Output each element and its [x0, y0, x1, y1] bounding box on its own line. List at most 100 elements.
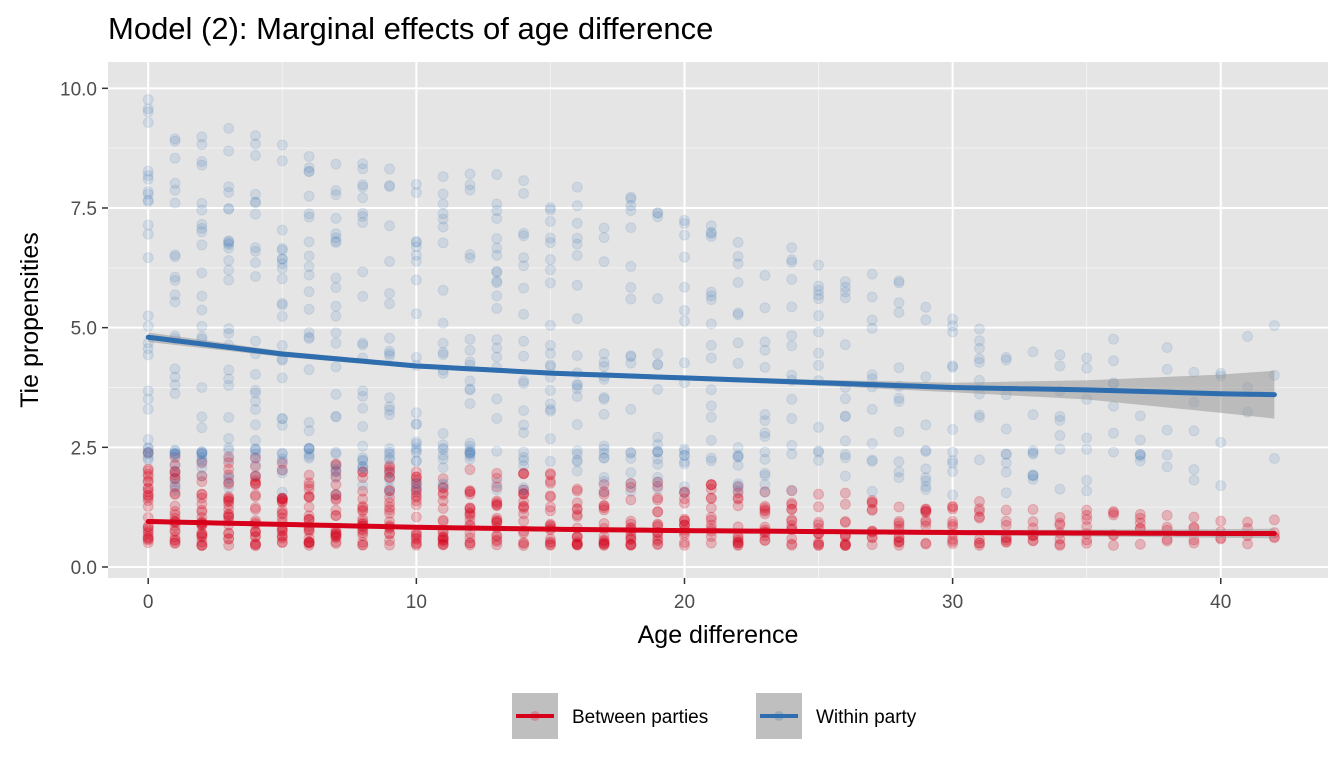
point-within-party [142, 170, 154, 182]
point-within-party [1161, 449, 1173, 461]
point-between-parties [249, 477, 261, 489]
point-within-party [759, 430, 771, 442]
point-within-party [678, 229, 690, 241]
point-within-party [437, 346, 449, 358]
point-between-parties [357, 529, 369, 541]
point-between-parties [571, 503, 583, 515]
point-within-party [330, 237, 342, 249]
point-between-parties [303, 477, 315, 489]
point-within-party [330, 327, 342, 339]
point-within-party [813, 310, 825, 322]
point-between-parties [357, 466, 369, 478]
point-between-parties [598, 486, 610, 498]
point-between-parties [678, 515, 690, 527]
point-between-parties [786, 485, 798, 497]
point-between-parties [384, 471, 396, 483]
point-between-parties [652, 492, 664, 504]
point-between-parties [732, 493, 744, 505]
point-between-parties [357, 466, 369, 478]
point-within-party [357, 192, 369, 204]
point-between-parties [920, 503, 932, 515]
point-within-party [303, 286, 315, 298]
point-within-party [705, 352, 717, 364]
point-between-parties [437, 536, 449, 548]
point-between-parties [276, 464, 288, 476]
point-between-parties [893, 536, 905, 548]
point-within-party [544, 403, 556, 415]
point-within-party [920, 484, 932, 496]
point-between-parties [759, 508, 771, 520]
point-within-party [142, 452, 154, 464]
point-between-parties [678, 497, 690, 509]
point-within-party [705, 318, 717, 330]
point-within-party [303, 250, 315, 262]
point-between-parties [196, 529, 208, 541]
point-within-party [303, 442, 315, 454]
point-within-party [732, 337, 744, 349]
point-between-parties [947, 503, 959, 515]
point-within-party [303, 442, 315, 454]
point-within-party [652, 207, 664, 219]
point-within-party [437, 462, 449, 474]
point-within-party [223, 364, 235, 376]
point-between-parties [276, 530, 288, 542]
point-between-parties [813, 516, 825, 528]
point-within-party [491, 242, 503, 254]
point-within-party [920, 444, 932, 456]
point-within-party [384, 454, 396, 466]
point-within-party [920, 445, 932, 457]
point-between-parties [786, 539, 798, 551]
point-within-party [249, 395, 261, 407]
point-within-party [410, 436, 422, 448]
point-between-parties [544, 539, 556, 551]
point-between-parties [437, 473, 449, 485]
point-between-parties [625, 533, 637, 545]
point-between-parties [839, 516, 851, 528]
y-tick-label: 0.0 [71, 558, 97, 579]
point-between-parties [169, 459, 181, 471]
point-between-parties [491, 472, 503, 484]
point-within-party [303, 303, 315, 315]
point-between-parties [598, 538, 610, 550]
point-within-party [142, 252, 154, 264]
point-between-parties [330, 470, 342, 482]
point-between-parties [464, 537, 476, 549]
point-within-party [786, 242, 798, 254]
point-between-parties [142, 475, 154, 487]
point-within-party [384, 443, 396, 455]
point-within-party [169, 152, 181, 164]
point-within-party [544, 204, 556, 216]
point-within-party [437, 442, 449, 454]
point-within-party [1242, 330, 1254, 342]
point-between-parties [169, 451, 181, 463]
point-within-party [169, 484, 181, 496]
point-between-parties [410, 477, 422, 489]
point-between-parties [437, 534, 449, 546]
point-within-party [813, 259, 825, 271]
point-within-party [437, 349, 449, 361]
point-within-party [1134, 448, 1146, 460]
point-within-party [384, 448, 396, 460]
point-between-parties [357, 502, 369, 514]
point-within-party [223, 445, 235, 457]
point-within-party [893, 362, 905, 374]
point-between-parties [518, 500, 530, 512]
point-between-parties [464, 488, 476, 500]
point-between-parties [920, 537, 932, 549]
point-between-parties [1000, 519, 1012, 531]
point-between-parties [223, 496, 235, 508]
point-between-parties [142, 526, 154, 538]
point-between-parties [223, 457, 235, 469]
point-within-party [678, 456, 690, 468]
point-between-parties [947, 533, 959, 545]
point-within-party [464, 252, 476, 264]
point-within-party [813, 284, 825, 296]
point-within-party [491, 302, 503, 314]
point-within-party [384, 255, 396, 267]
point-within-party [705, 228, 717, 240]
point-within-party [518, 482, 530, 494]
point-within-party [678, 449, 690, 461]
point-within-party [544, 398, 556, 410]
point-within-party [866, 455, 878, 467]
point-between-parties [303, 490, 315, 502]
